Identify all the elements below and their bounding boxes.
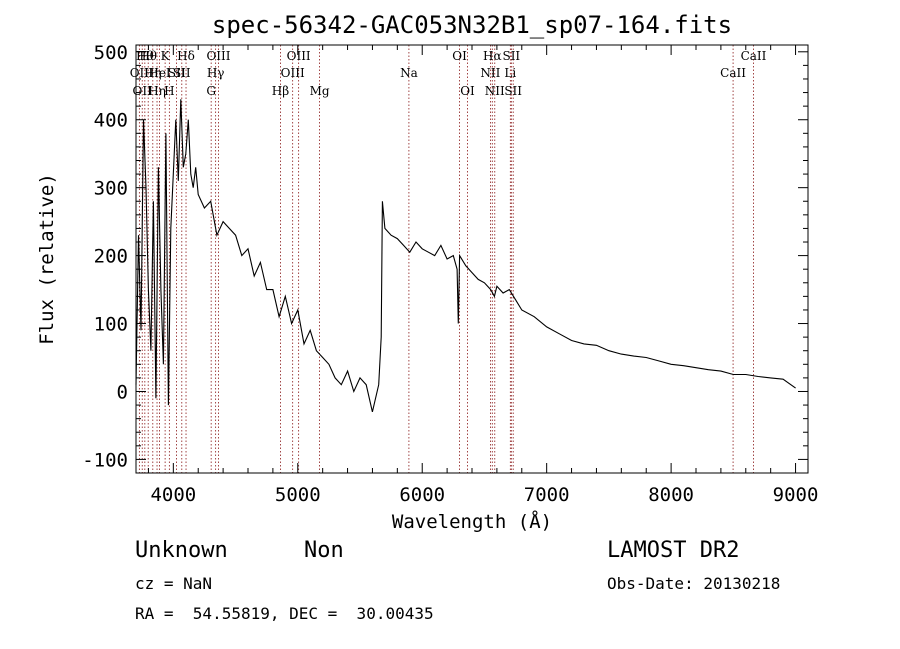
line-marker-label: OII xyxy=(133,84,153,98)
line-marker-label: Hη xyxy=(144,66,162,80)
line-marker-label: Hθ xyxy=(136,49,154,63)
line-marker-label: Hα xyxy=(483,49,502,63)
spectrum-line-0 xyxy=(135,99,796,413)
line-marker-label: CaII xyxy=(741,49,767,63)
line-marker-label: Hβ xyxy=(272,84,289,98)
x-axis-label: Wavelength (Å) xyxy=(392,510,552,533)
y-tick-label: 200 xyxy=(94,246,128,268)
line-marker-label: HeI xyxy=(148,66,171,80)
line-marker-label: SII xyxy=(173,66,191,80)
line-marker-label: Hθ xyxy=(139,49,157,63)
x-tick-label: 5000 xyxy=(275,484,321,506)
line-marker-label: K xyxy=(161,49,171,63)
x-tick-label: 9000 xyxy=(773,484,819,506)
y-tick-label: 0 xyxy=(117,381,128,403)
obs-date-label: Obs-Date: 20130218 xyxy=(607,574,781,593)
x-tick-label: 4000 xyxy=(150,484,196,506)
x-axis-ticks: 4000 5000 6000 7000 8000 9000 xyxy=(147,45,819,506)
line-marker-label: NII xyxy=(480,66,500,80)
y-tick-label: -100 xyxy=(82,449,128,471)
chart-title: spec-56342-GAC053N32B1_sp07-164.fits xyxy=(212,11,732,39)
y-tick-label: 400 xyxy=(94,110,128,132)
line-marker-label: OII xyxy=(130,66,150,80)
spectrum-series-group xyxy=(135,99,796,413)
line-marker-label: G xyxy=(206,84,216,98)
line-marker-label: Hγ xyxy=(207,66,225,80)
x-tick-label: 8000 xyxy=(648,484,694,506)
line-marker-group xyxy=(138,45,754,473)
line-marker-label: NII xyxy=(485,84,505,98)
line-marker-label: SII xyxy=(504,84,522,98)
subclass-label: Non xyxy=(304,538,344,563)
line-marker-label: Na xyxy=(400,66,418,80)
plot-frame xyxy=(135,44,809,474)
line-marker-label: Hη xyxy=(148,84,166,98)
x-tick-label: 7000 xyxy=(524,484,570,506)
x-tick-label: 6000 xyxy=(399,484,445,506)
survey-label: LAMOST DR2 xyxy=(607,538,740,563)
y-tick-label: 300 xyxy=(94,178,128,200)
redshift-label: cz = NaN xyxy=(135,574,213,593)
line-marker-label: OIII xyxy=(206,49,230,63)
line-marker-label: OIII xyxy=(287,49,311,63)
line-marker-label: OI xyxy=(452,49,467,63)
line-marker-label: Mg xyxy=(310,84,330,98)
line-marker-label: H xyxy=(164,84,174,98)
y-axis-label: Flux (relative) xyxy=(36,173,58,345)
coordinates-label: RA = 54.55819, DEC = 30.00435 xyxy=(135,604,434,623)
line-marker-label: SII xyxy=(168,66,186,80)
y-tick-label: 100 xyxy=(94,314,128,336)
line-marker-label: Hδ xyxy=(177,49,195,63)
line-marker-label: SII xyxy=(502,49,520,63)
y-tick-label: 500 xyxy=(94,42,128,64)
line-marker-label: OIII xyxy=(281,66,305,80)
line-marker-label: CaII xyxy=(720,66,746,80)
line-marker-label: OI xyxy=(460,84,475,98)
line-label-group: OIIOIIHθHθHηHηHeIKHSIISIIHδGHγOIIIHβOIII… xyxy=(130,49,767,98)
line-marker-label: Li xyxy=(504,66,516,80)
class-label: Unknown xyxy=(135,538,228,563)
y-axis-ticks: -100 0 100 200 300 400 500 xyxy=(82,42,808,471)
